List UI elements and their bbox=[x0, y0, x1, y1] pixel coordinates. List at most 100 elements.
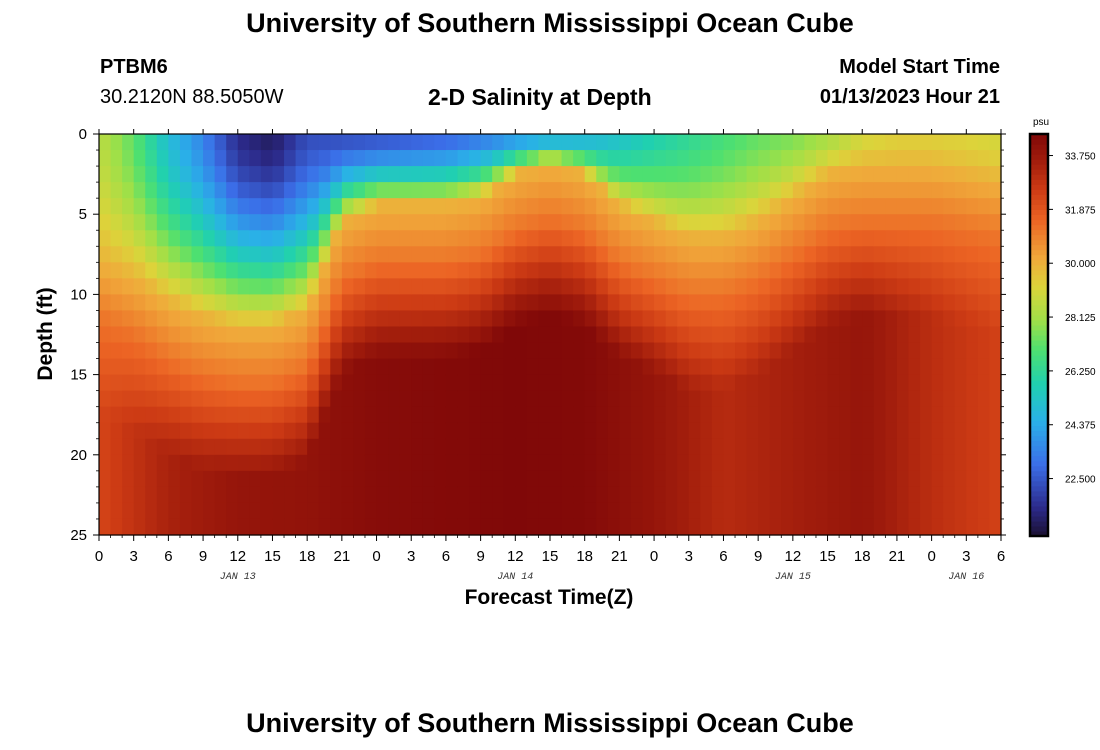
heatmap-cell bbox=[804, 486, 817, 504]
heatmap-cell bbox=[203, 230, 216, 247]
heatmap-cell bbox=[214, 358, 227, 376]
heatmap-cell bbox=[411, 342, 424, 360]
colorbar-swatch bbox=[1030, 224, 1048, 231]
heatmap-cell bbox=[434, 358, 447, 376]
heatmap-cell bbox=[341, 166, 355, 183]
heatmap-cell bbox=[469, 406, 482, 424]
heatmap-cell bbox=[688, 262, 701, 279]
colorbar-swatch bbox=[1030, 204, 1048, 210]
heatmap-cell bbox=[839, 502, 852, 520]
colorbar-swatch bbox=[1030, 500, 1048, 507]
heatmap-cell bbox=[630, 310, 644, 328]
heatmap-cell bbox=[596, 502, 609, 520]
heatmap-cell bbox=[191, 198, 204, 215]
heatmap-cell bbox=[399, 310, 412, 328]
heatmap-cell bbox=[746, 358, 759, 376]
heatmap-cell bbox=[931, 518, 944, 536]
heatmap-cell bbox=[445, 198, 459, 215]
heatmap-cell bbox=[700, 214, 713, 231]
heatmap-cell bbox=[815, 422, 829, 440]
heatmap-cell bbox=[272, 294, 285, 312]
heatmap-cell bbox=[630, 278, 644, 295]
heatmap-cell bbox=[654, 230, 667, 247]
colorbar-swatch bbox=[1030, 294, 1048, 301]
heatmap-cell bbox=[341, 422, 355, 440]
heatmap-cell bbox=[815, 134, 829, 151]
heatmap-cell bbox=[307, 358, 320, 376]
heatmap-cell bbox=[931, 278, 944, 295]
heatmap-cell bbox=[249, 326, 262, 344]
colorbar-swatch bbox=[1030, 475, 1048, 482]
heatmap-cell bbox=[688, 454, 701, 472]
heatmap-cell bbox=[920, 214, 933, 231]
heatmap-cell bbox=[758, 422, 771, 440]
heatmap-cell bbox=[445, 150, 459, 167]
heatmap-cell bbox=[954, 278, 967, 295]
heatmap-cell bbox=[145, 454, 158, 472]
heatmap-cell bbox=[989, 406, 1002, 424]
heatmap-cell bbox=[723, 150, 736, 167]
heatmap-cell bbox=[827, 470, 840, 488]
heatmap-cell bbox=[908, 502, 921, 520]
heatmap-cell bbox=[526, 518, 540, 536]
heatmap-cell bbox=[619, 518, 632, 536]
heatmap-cell bbox=[179, 246, 193, 263]
heatmap-cell bbox=[272, 134, 285, 151]
heatmap-cell bbox=[445, 518, 459, 536]
heatmap-cell bbox=[399, 278, 412, 295]
heatmap-cell bbox=[156, 454, 169, 472]
heatmap-cell bbox=[966, 342, 979, 360]
heatmap-cell bbox=[457, 406, 470, 424]
heatmap-cell bbox=[700, 166, 713, 183]
heatmap-cell bbox=[492, 326, 505, 344]
heatmap-cell bbox=[746, 182, 759, 199]
heatmap-cell bbox=[295, 438, 308, 456]
heatmap-cell bbox=[862, 182, 875, 199]
heatmap-cell bbox=[434, 454, 447, 472]
heatmap-cell bbox=[804, 230, 817, 247]
heatmap-cell bbox=[364, 326, 378, 344]
heatmap-cell bbox=[445, 358, 459, 376]
heatmap-cell bbox=[804, 390, 817, 408]
heatmap-cell bbox=[573, 294, 586, 312]
heatmap-cell bbox=[249, 374, 262, 392]
colorbar-frame bbox=[1028, 132, 1050, 538]
heatmap-cell bbox=[203, 278, 216, 295]
heatmap-cell bbox=[735, 230, 748, 247]
heatmap-cell bbox=[804, 422, 817, 440]
colorbar-swatch bbox=[1030, 219, 1048, 226]
heatmap-cell bbox=[376, 502, 389, 520]
heatmap-cell bbox=[284, 374, 297, 392]
heatmap-cell bbox=[619, 182, 632, 199]
heatmap-cell bbox=[943, 438, 956, 456]
heatmap-cell bbox=[99, 230, 112, 247]
heatmap-cell bbox=[815, 310, 829, 328]
heatmap-cell bbox=[665, 166, 678, 183]
heatmap-cell bbox=[237, 134, 250, 151]
heatmap-cell bbox=[364, 166, 378, 183]
heatmap-cell bbox=[596, 310, 609, 328]
heatmap-cell bbox=[550, 166, 563, 183]
heatmap-cell bbox=[353, 326, 366, 344]
heatmap-cell bbox=[388, 262, 401, 279]
heatmap-cell bbox=[226, 406, 239, 424]
heatmap-cell bbox=[642, 518, 655, 536]
heatmap-cell bbox=[630, 422, 644, 440]
heatmap-cell bbox=[168, 358, 181, 376]
heatmap-cell bbox=[226, 182, 239, 199]
heatmap-cell bbox=[503, 294, 516, 312]
heatmap-cell bbox=[642, 246, 655, 263]
heatmap-cell bbox=[561, 374, 574, 392]
heatmap-cell bbox=[989, 486, 1002, 504]
heatmap-cell bbox=[873, 454, 886, 472]
colorbar-ticks: 33.75031.87530.00028.12526.25024.37522.5… bbox=[1048, 152, 1096, 486]
heatmap-cell bbox=[133, 390, 146, 408]
heatmap-cell bbox=[781, 166, 794, 183]
heatmap-cell bbox=[815, 502, 829, 520]
heatmap-cell bbox=[168, 406, 181, 424]
heatmap-cell bbox=[399, 342, 412, 360]
heatmap-cell bbox=[723, 518, 736, 536]
heatmap-cell bbox=[584, 134, 597, 151]
heatmap-cell bbox=[538, 470, 551, 488]
heatmap-cell bbox=[422, 262, 435, 279]
